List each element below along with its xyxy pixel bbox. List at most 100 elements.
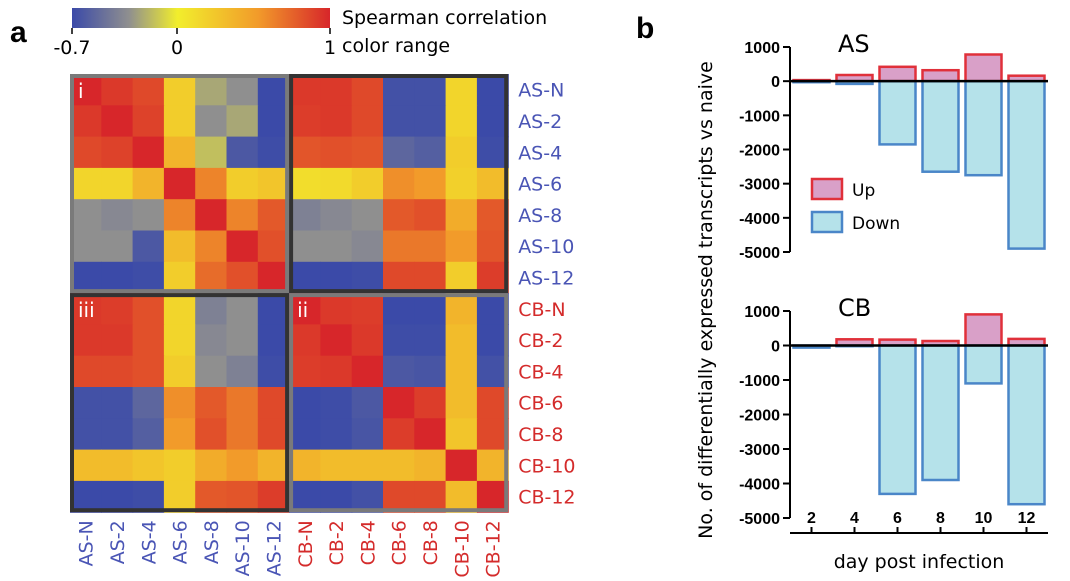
heatmap-cell xyxy=(351,449,384,482)
heatmap-cell xyxy=(226,324,259,357)
heatmap-cell xyxy=(289,261,321,294)
heatmap-row-label: AS-6 xyxy=(518,174,562,196)
heatmap-cell xyxy=(414,136,447,169)
heatmap-cell xyxy=(351,74,384,106)
heatmap-cell xyxy=(383,355,415,388)
heatmap-cell xyxy=(476,418,509,451)
heatmap-cell xyxy=(414,199,447,232)
heatmap-cell xyxy=(320,136,353,169)
heatmap-cell xyxy=(351,136,384,169)
heatmap-cell xyxy=(226,261,259,294)
heatmap-cell xyxy=(101,355,134,388)
heatmap-col-label: CB-12 xyxy=(483,520,505,577)
cb-bar-down xyxy=(921,344,960,482)
heatmap-row-label: AS-10 xyxy=(518,236,574,258)
heatmap-cell xyxy=(163,230,196,263)
cb-y-tick-label: -3000 xyxy=(739,442,780,459)
as-y-tick-label: -5000 xyxy=(739,245,780,262)
x-axis-label: day post infection xyxy=(834,551,1005,573)
heatmap-col-label: AS-12 xyxy=(263,520,285,576)
as-bar-up xyxy=(964,53,1003,83)
heatmap-quadrant-frame xyxy=(289,293,509,513)
heatmap-cell xyxy=(226,199,259,232)
heatmap-cell xyxy=(226,418,259,451)
heatmap-cell xyxy=(476,199,509,232)
heatmap-cell xyxy=(289,418,321,451)
heatmap-cell xyxy=(257,136,290,169)
heatmap-cell xyxy=(70,74,102,106)
colorbar-gradient xyxy=(72,8,330,28)
heatmap-cell xyxy=(226,355,259,388)
heatmap-cell xyxy=(70,105,102,138)
heatmap-cell xyxy=(195,199,228,232)
heatmap-cell xyxy=(195,449,228,482)
cb-y-tick-label: -2000 xyxy=(739,408,780,425)
heatmap-cell xyxy=(320,105,353,138)
heatmap-quadrant-label: iii xyxy=(78,298,95,322)
heatmap-cell xyxy=(132,293,165,325)
heatmap-col-label: CB-N xyxy=(295,520,317,567)
heatmap-cell xyxy=(226,230,259,263)
heatmap-row-label: CB-10 xyxy=(518,455,575,477)
heatmap-cell xyxy=(257,167,290,200)
heatmap-cell xyxy=(351,293,384,325)
heatmap-cell xyxy=(383,261,415,294)
heatmap-cell xyxy=(163,324,196,357)
heatmap-cell xyxy=(320,480,353,513)
as-bar-down xyxy=(964,79,1003,177)
cb-bar-down xyxy=(878,344,917,496)
heatmap-cell xyxy=(445,387,478,419)
heatmap-cell xyxy=(257,480,290,513)
heatmap-col-label: CB-6 xyxy=(389,520,411,565)
heatmap-row-label: AS-4 xyxy=(518,142,562,164)
x-tick-label: 10 xyxy=(975,510,993,527)
heatmap-cell xyxy=(476,105,509,138)
heatmap-col-label: AS-10 xyxy=(232,520,254,576)
heatmap-cell xyxy=(132,324,165,357)
heatmap-col-label: CB-2 xyxy=(326,520,348,565)
heatmap-cell xyxy=(383,324,415,357)
heatmap-cell xyxy=(414,324,447,357)
heatmap-cell xyxy=(383,167,415,200)
heatmap-cell xyxy=(132,136,165,169)
heatmap-quadrant-frame xyxy=(70,74,290,294)
heatmap-cell xyxy=(289,355,321,388)
heatmap-cell xyxy=(351,387,384,419)
heatmap-cell xyxy=(320,293,353,325)
heatmap-cell xyxy=(195,167,228,200)
heatmap-row-label: CB-6 xyxy=(518,393,563,415)
heatmap-cell xyxy=(101,230,134,263)
heatmap-cell xyxy=(320,355,353,388)
heatmap-cell xyxy=(226,136,259,169)
heatmap-cell xyxy=(383,480,415,513)
heatmap-cell xyxy=(132,230,165,263)
heatmap-cell xyxy=(132,167,165,200)
colorbar: -0.7 0 1 Spearman correlation color rang… xyxy=(53,7,547,59)
heatmap-cell xyxy=(289,324,321,357)
heatmap-cell xyxy=(414,449,447,482)
heatmap-cell xyxy=(195,355,228,388)
heatmap-cell xyxy=(257,418,290,451)
heatmap-cell xyxy=(289,167,321,200)
as-panel-title: AS xyxy=(838,30,870,58)
as-bar-down xyxy=(921,79,960,173)
heatmap-cell xyxy=(70,324,102,357)
heatmap-cell xyxy=(195,136,228,169)
heatmap-cell xyxy=(101,136,134,169)
heatmap-cell xyxy=(226,167,259,200)
heatmap-cell xyxy=(445,293,478,325)
heatmap-col-label: CB-8 xyxy=(420,520,442,565)
heatmap-cell xyxy=(70,261,102,294)
heatmap-cell xyxy=(132,355,165,388)
heatmap-cell xyxy=(289,230,321,263)
heatmap-row-label: CB-2 xyxy=(518,330,563,352)
heatmap-cell xyxy=(101,418,134,451)
heatmap-cell xyxy=(445,74,478,106)
as-y-tick-label: -3000 xyxy=(739,177,780,194)
heatmap-cell xyxy=(351,355,384,388)
heatmap-cell xyxy=(226,105,259,138)
heatmap-cell xyxy=(226,480,259,513)
heatmap-cell xyxy=(257,230,290,263)
cb-panel-title: CB xyxy=(838,294,871,322)
heatmap-cell xyxy=(445,230,478,263)
